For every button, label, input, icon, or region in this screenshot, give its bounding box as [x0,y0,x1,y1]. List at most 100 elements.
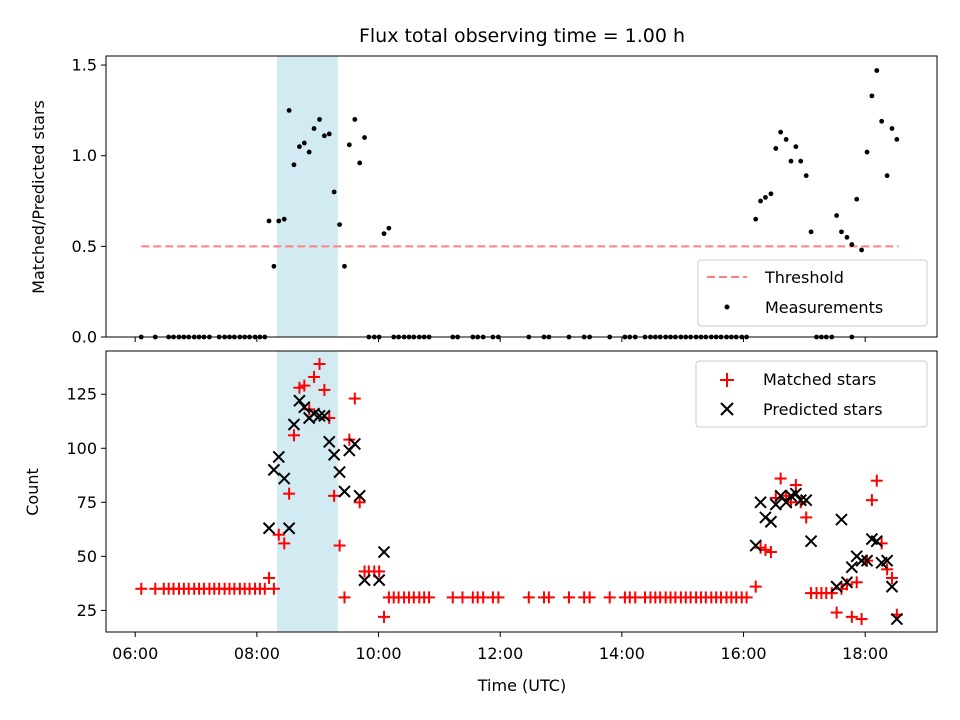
top-legend-box [697,259,928,327]
measurement-point [763,195,768,200]
measurement-point [808,229,814,235]
measurement-point [357,160,363,166]
matched-star-point [456,591,469,604]
bottom-plot-frame [105,350,938,633]
matched-star-point [774,472,787,485]
measurement-point [889,126,895,131]
matched-star-point [338,591,351,604]
matched-star-point [542,591,555,604]
matched-star-point [328,489,341,502]
bottom-y-tick-label: 75 [77,493,97,512]
matched-star-point [263,571,276,584]
predicted-star-point [830,580,843,593]
x-tick-label: 10:00 [355,644,401,663]
matched-star-point [522,591,535,604]
measurement-point [884,173,890,179]
x-tick-label: 14:00 [599,644,645,663]
predicted-star-point [890,612,904,626]
legend-predicted-label: Predicted stars [763,400,883,419]
predicted-star-point [749,539,762,552]
measurement-point [311,126,317,131]
matched-star-point [845,610,858,623]
measurement-point [798,158,804,164]
matched-star-point [603,591,616,604]
predicted-star-point [293,394,306,407]
matched-star-point [749,580,762,593]
measurement-point [286,107,292,113]
bottom-y-axis-label: Count [23,468,42,516]
matched-star-point [318,383,331,396]
legend-matched-label: Matched stars [763,370,876,389]
x-tick-label: 18:00 [842,644,888,663]
matched-star-point [492,591,505,604]
matched-star-point [313,357,326,370]
predicted-star-point [885,580,899,593]
measurement-point [326,131,332,137]
top-y-tick-label: 1.0 [72,146,97,165]
bottom-legend-box [695,360,928,428]
legend-threshold-label: Threshold [764,268,844,287]
bottom-panel: 25 50 75 100 125 06:00 08:00 10:00 12:00 14:00 16… [23,337,938,695]
predicted-star-point [323,435,336,448]
measurement-point [362,135,367,140]
predicted-star-point [267,463,281,477]
x-tick-label: 08:00 [234,644,280,663]
measurement-point [859,247,864,253]
matched-star-point [267,582,280,595]
matched-star-point [789,479,802,492]
measurement-point [864,149,870,155]
predicted-star-point [278,472,291,485]
matched-star-point [583,591,596,604]
matched-star-point [348,392,361,405]
measurement-point [346,142,352,148]
predicted-star-point [789,487,803,500]
matched-star-point [308,370,321,383]
measurement-point [271,263,277,269]
bottom-shaded-span [276,351,338,632]
predicted-star-point [779,496,793,509]
measurement-point [337,222,343,228]
predicted-star-point [298,400,311,414]
legend-predicted-swatch [720,402,734,416]
measurement-point [352,117,358,122]
predicted-star-point [338,485,351,498]
measurement-point [783,136,789,142]
matched-star-point [830,606,843,619]
predicted-star-point [835,513,848,526]
measurement-point [803,173,809,179]
predicted-star-point [287,418,301,431]
predicted-star-point [855,554,868,567]
matched-star-point [298,379,311,392]
measurement-point [331,189,337,195]
measurement-point [381,231,387,237]
predicted-star-point [870,535,883,548]
top-plot-frame [105,55,938,338]
predicted-star-point [840,576,854,589]
measurement-point [306,149,312,155]
measurement-point [793,144,799,150]
top-legend: Threshold Measurements [697,259,928,327]
matched-star-point [333,539,346,552]
matched-star-point [865,494,878,507]
predicted-star-point [262,522,276,535]
matched-star-point [562,591,575,604]
x-tick-label: 16:00 [720,644,766,663]
predicted-star-point [860,554,874,567]
predicted-star-point [880,554,894,567]
x-tick-label: 12:00 [477,644,523,663]
measurement-point [281,216,287,222]
measurement-point [844,234,850,240]
matched-star-point [885,571,898,584]
bottom-y-tick-label: 125 [66,385,97,404]
matched-star-point [278,537,291,550]
matched-star-point [353,496,366,509]
predicted-star-point [327,448,341,461]
top-y-axis-label: Matched/Predicted stars [29,100,48,294]
matched-star-point [855,613,868,626]
predicted-star-point [318,409,331,423]
measurement-point [753,216,759,222]
matched-star-point [283,487,296,500]
measurement-point [317,117,322,122]
predicted-star-point [348,437,362,451]
matched-star-point [740,591,753,604]
